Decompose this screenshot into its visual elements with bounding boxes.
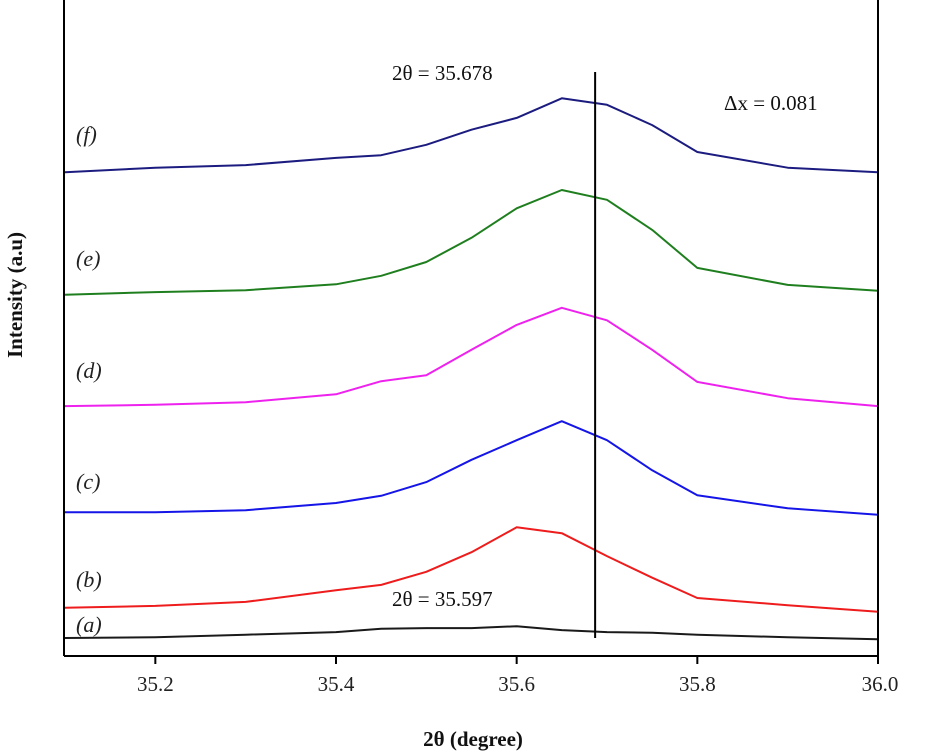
x-tick-label: 36.0 (862, 672, 899, 696)
series-label-f: (f) (76, 122, 97, 147)
series-label-a: (a) (76, 612, 102, 637)
x-tick-label: 35.2 (137, 672, 174, 696)
x-tick-label: 35.6 (498, 672, 535, 696)
annotation-delta: Δx = 0.081 (724, 91, 818, 115)
x-axis-label: 2θ (degree) (423, 727, 523, 751)
x-tick-label: 35.4 (318, 672, 355, 696)
series-line-3 (64, 306, 879, 408)
series-label-d: (d) (76, 358, 102, 383)
y-axis-label: Intensity (a.u) (3, 232, 27, 358)
annotation-peak-f: 2θ = 35.678 (392, 61, 493, 85)
annotation-peak-a: 2θ = 35.597 (392, 587, 493, 611)
series-line-0 (64, 625, 879, 641)
series-line-4 (64, 189, 879, 296)
series-line-5 (64, 97, 879, 174)
series-label-c: (c) (76, 469, 100, 494)
series-label-b: (b) (76, 567, 102, 592)
x-tick-label: 35.8 (679, 672, 716, 696)
series-line-1 (64, 526, 879, 613)
series-label-e: (e) (76, 246, 100, 271)
series-line-2 (65, 420, 879, 516)
